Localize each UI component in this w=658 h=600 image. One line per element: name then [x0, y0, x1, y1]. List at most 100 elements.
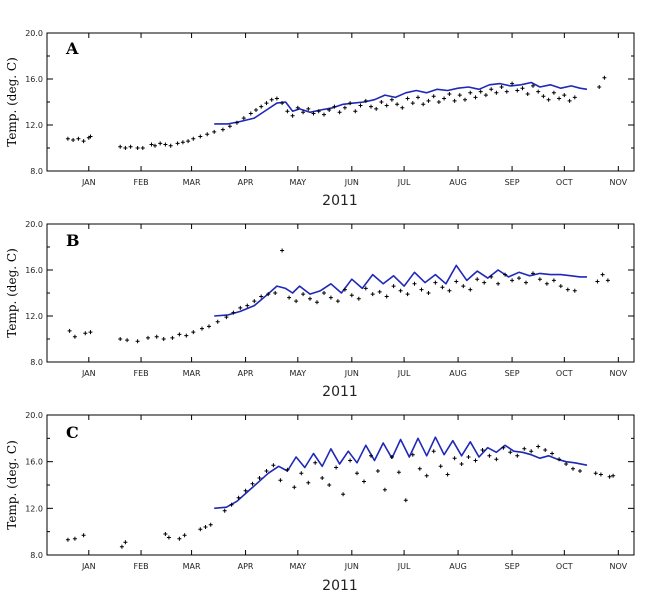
observation-point [180, 140, 185, 145]
observation-point [65, 136, 70, 141]
observation-point [504, 89, 509, 94]
observation-point [468, 90, 473, 95]
observation-point [551, 278, 556, 283]
observation-point [208, 522, 213, 527]
observation-point [72, 536, 77, 541]
observation-point [140, 146, 145, 150]
observation-point [362, 479, 366, 484]
observation-point [440, 285, 445, 290]
observation-point [541, 94, 546, 99]
y-axis-label: Temp. (deg. C) [5, 248, 19, 338]
observation-point [76, 136, 81, 141]
x-tick-label: FEB [133, 562, 148, 571]
observation-point [334, 465, 339, 470]
observation-point [389, 97, 394, 102]
observation-point [529, 449, 534, 454]
x-tick-label: NOV [610, 178, 628, 187]
observation-point [452, 98, 457, 103]
observation-point [207, 324, 211, 329]
observation-point [342, 287, 347, 292]
observation-point [311, 111, 316, 116]
observation-point [593, 471, 598, 476]
observation-point [322, 291, 326, 295]
observation-point [118, 144, 123, 149]
observation-point [417, 466, 422, 471]
observation-point [88, 330, 93, 335]
panel-b: B Temp. (deg. C) 2011 8.0 12.0 16.0 20.0 JAN… [5, 220, 635, 400]
observation-point [294, 299, 299, 304]
observation-point [198, 134, 203, 139]
observation-point [184, 333, 189, 338]
observation-point [369, 104, 373, 109]
observation-point [600, 272, 605, 277]
x-tick-label: JAN [81, 369, 96, 378]
axis-ticks: 8.0 12.0 16.0 20.0 JAN FEB MAR APR MAY JUN JUL AUG S… [25, 411, 634, 571]
observation-point [478, 89, 483, 94]
x-tick-label: MAY [290, 369, 307, 378]
observation-point [442, 96, 447, 101]
y-tick-label: 12.0 [25, 504, 43, 513]
observation-point [264, 101, 269, 106]
panel-c: C Temp. (deg. C) 2011 8.0 12.0 16.0 20.0 JAN… [5, 411, 635, 594]
observation-point [524, 280, 528, 285]
observation-point [410, 101, 415, 106]
observation-point [315, 300, 319, 305]
axis-ticks: 8.0 12.0 16.0 20.0 JAN FEB MAR APR MAY JUN JUL AUG S… [25, 220, 634, 378]
observation-point [611, 473, 616, 478]
observation-point [227, 124, 232, 129]
observation-point [515, 453, 520, 458]
observation-point [536, 89, 541, 94]
observation-point [412, 281, 417, 286]
observation-point [531, 271, 535, 276]
observation-point [426, 291, 431, 295]
x-axis-label: 2011 [322, 578, 358, 594]
observation-point [274, 96, 279, 101]
observation-point [473, 458, 478, 463]
observation-point [382, 487, 387, 492]
observation-point [306, 106, 311, 111]
x-tick-label: APR [238, 369, 254, 378]
observation-point [348, 101, 353, 106]
observation-point [163, 142, 168, 147]
observation-point [229, 502, 234, 507]
observation-point [292, 485, 297, 490]
observation-point [224, 315, 229, 320]
observation-point [369, 453, 373, 458]
observation-point [379, 100, 384, 104]
observation-point [375, 469, 380, 473]
x-tick-label: JUN [344, 562, 359, 571]
observation-point [544, 281, 549, 286]
observation-point [280, 248, 285, 253]
observation-point [88, 134, 93, 139]
plot-frame [46, 32, 635, 172]
observation-point [191, 330, 196, 335]
observation-point [483, 93, 488, 98]
x-tick-label: OCT [556, 562, 573, 571]
observation-point [543, 448, 548, 452]
observation-point [337, 110, 342, 115]
observation-point [537, 277, 542, 282]
observation-point [153, 143, 157, 148]
observation-point [525, 92, 530, 96]
observation-point [125, 338, 130, 343]
y-axis-label: Temp. (deg. C) [5, 440, 19, 530]
observation-point [248, 111, 253, 116]
observation-point [602, 75, 607, 80]
x-tick-label: OCT [556, 369, 573, 378]
observation-point [546, 97, 551, 102]
observation-point [496, 281, 501, 286]
observation-point [391, 284, 396, 289]
observation-point [356, 296, 361, 301]
observation-point [567, 98, 572, 103]
observation-point [234, 120, 239, 125]
observation-point [67, 328, 72, 333]
observation-point [222, 508, 227, 513]
x-axis-label: 2011 [322, 193, 358, 209]
x-tick-label: OCT [556, 178, 573, 187]
observation-point [266, 292, 271, 297]
observation-point [416, 95, 420, 100]
observation-point [182, 533, 187, 538]
observation-point [403, 498, 408, 503]
observation-point [447, 92, 452, 96]
x-tick-label: SEP [505, 178, 520, 187]
